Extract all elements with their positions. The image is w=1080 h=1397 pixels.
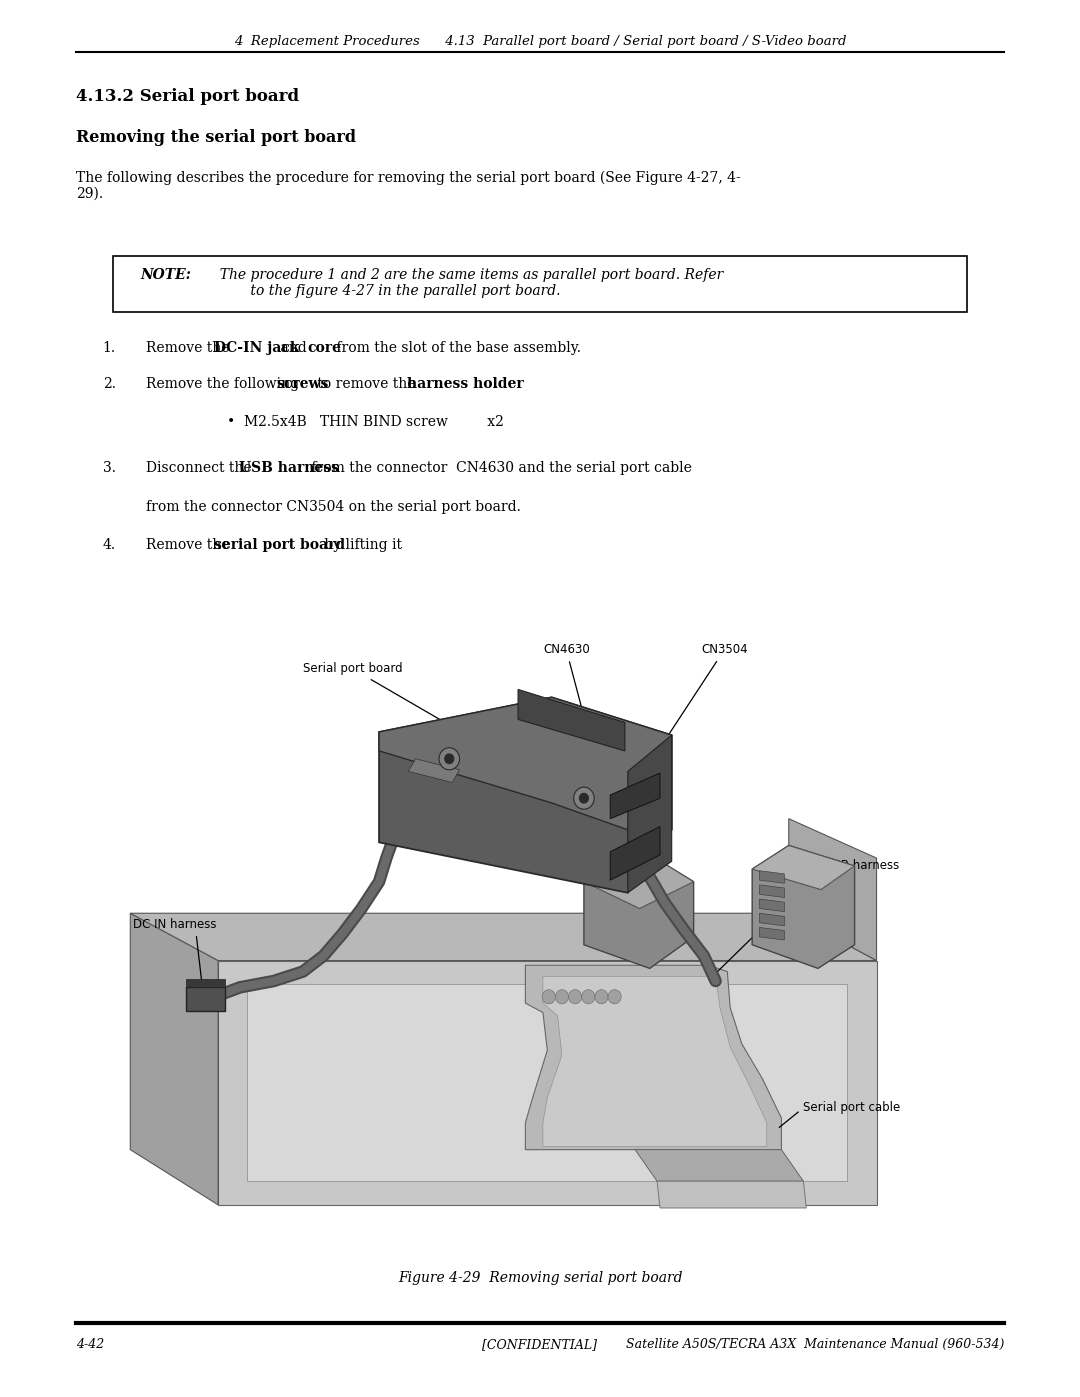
Text: from the connector  CN4630 and the serial port cable: from the connector CN4630 and the serial… xyxy=(307,461,692,475)
Text: .: . xyxy=(494,377,498,391)
Text: Remove the: Remove the xyxy=(146,341,233,355)
Polygon shape xyxy=(759,884,784,897)
Text: harness holder: harness holder xyxy=(406,377,523,391)
Text: CN4630: CN4630 xyxy=(543,644,590,714)
Text: from the connector CN3504 on the serial port board.: from the connector CN3504 on the serial … xyxy=(146,500,521,514)
Text: Serial port cable: Serial port cable xyxy=(804,1101,901,1113)
Text: USB harness: USB harness xyxy=(239,461,339,475)
Text: Disconnect the: Disconnect the xyxy=(146,461,256,475)
Text: and: and xyxy=(276,341,311,355)
Circle shape xyxy=(573,787,594,809)
Polygon shape xyxy=(759,914,784,926)
Text: Remove the: Remove the xyxy=(146,538,233,552)
Text: The procedure 1 and 2 are the same items as parallel port board. Refer
         : The procedure 1 and 2 are the same items… xyxy=(211,268,723,299)
Polygon shape xyxy=(759,928,784,940)
Text: [CONFIDENTIAL]: [CONFIDENTIAL] xyxy=(483,1338,597,1351)
Circle shape xyxy=(555,989,568,1004)
Text: by lifting it: by lifting it xyxy=(320,538,402,552)
Polygon shape xyxy=(525,965,782,1150)
Polygon shape xyxy=(186,988,226,1011)
Polygon shape xyxy=(627,735,672,893)
Text: to remove the: to remove the xyxy=(313,377,420,391)
Text: 3.: 3. xyxy=(103,461,116,475)
Text: Serial port board: Serial port board xyxy=(303,662,464,733)
Polygon shape xyxy=(218,961,877,1204)
Circle shape xyxy=(608,989,621,1004)
Circle shape xyxy=(568,989,582,1004)
Text: DC-IN jack: DC-IN jack xyxy=(214,341,299,355)
Polygon shape xyxy=(518,690,625,752)
Text: USB harness: USB harness xyxy=(825,859,900,873)
Polygon shape xyxy=(657,1182,807,1208)
Text: serial port board: serial port board xyxy=(214,538,346,552)
Circle shape xyxy=(440,747,459,770)
Text: DC IN harness: DC IN harness xyxy=(133,918,217,930)
Text: Remove the following: Remove the following xyxy=(146,377,303,391)
Text: 4  Replacement Procedures      4.13  Parallel port board / Serial port board / S: 4 Replacement Procedures 4.13 Parallel p… xyxy=(233,35,847,47)
Polygon shape xyxy=(752,845,854,890)
Text: 4.: 4. xyxy=(103,538,116,552)
Circle shape xyxy=(542,989,555,1004)
Text: Removing the serial port board: Removing the serial port board xyxy=(76,129,355,145)
Circle shape xyxy=(595,989,608,1004)
Circle shape xyxy=(445,754,454,764)
Polygon shape xyxy=(635,1150,804,1182)
Polygon shape xyxy=(584,851,693,908)
Polygon shape xyxy=(584,851,693,968)
Text: CN3504: CN3504 xyxy=(651,644,747,761)
Text: screws: screws xyxy=(276,377,328,391)
Circle shape xyxy=(582,989,595,1004)
Text: Satellite A50S/TECRA A3X  Maintenance Manual (960-534): Satellite A50S/TECRA A3X Maintenance Man… xyxy=(626,1338,1004,1351)
Polygon shape xyxy=(610,773,660,819)
Polygon shape xyxy=(131,914,218,1204)
FancyBboxPatch shape xyxy=(113,256,967,312)
Text: NOTE:: NOTE: xyxy=(140,268,191,282)
Text: 2.: 2. xyxy=(103,377,116,391)
Circle shape xyxy=(580,793,589,803)
Polygon shape xyxy=(186,979,226,988)
Text: from the slot of the base assembly.: from the slot of the base assembly. xyxy=(333,341,581,355)
Polygon shape xyxy=(752,845,854,968)
Text: 4.13.2 Serial port board: 4.13.2 Serial port board xyxy=(76,88,299,105)
Text: 1.: 1. xyxy=(103,341,116,355)
Polygon shape xyxy=(408,759,459,782)
Text: core: core xyxy=(308,341,341,355)
Polygon shape xyxy=(610,827,660,880)
Polygon shape xyxy=(379,697,672,893)
Polygon shape xyxy=(379,697,672,840)
Text: •  M2.5x4B   THIN BIND screw         x2: • M2.5x4B THIN BIND screw x2 xyxy=(227,415,503,429)
Polygon shape xyxy=(131,914,877,961)
Polygon shape xyxy=(543,977,767,1147)
Text: Figure 4-29  Removing serial port board: Figure 4-29 Removing serial port board xyxy=(397,1271,683,1285)
Polygon shape xyxy=(759,900,784,912)
Polygon shape xyxy=(788,819,877,961)
Text: The following describes the procedure for removing the serial port board (See Fi: The following describes the procedure fo… xyxy=(76,170,741,201)
Text: 4-42: 4-42 xyxy=(76,1338,104,1351)
Polygon shape xyxy=(247,983,848,1182)
Polygon shape xyxy=(759,870,784,883)
